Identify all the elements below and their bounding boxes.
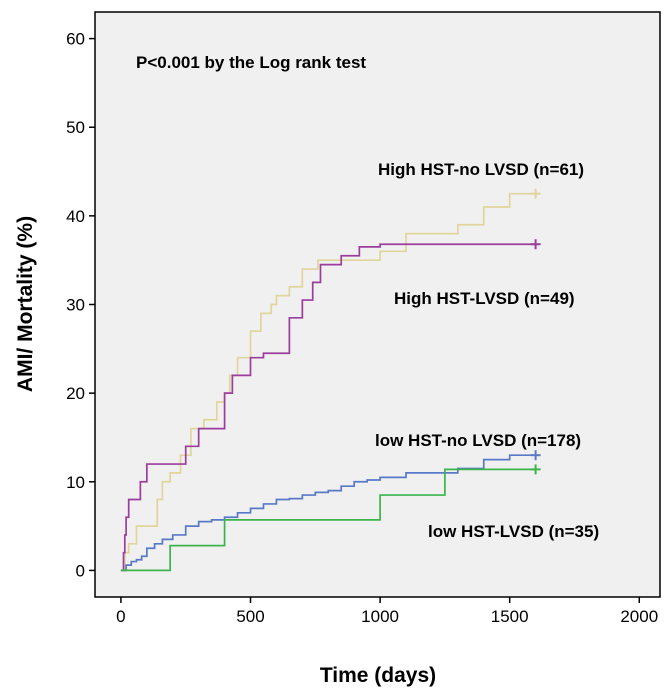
series-line-0 <box>120 192 536 572</box>
y-axis-title: AMI/ Mortality (%) <box>14 216 37 392</box>
x-axis-ticks: 0 500 1000 1500 2000 <box>116 597 658 626</box>
series-label-1: High HST-LVSD (n=49) <box>394 289 575 308</box>
series-label-2: low HST-no LVSD (n=178) <box>375 431 581 450</box>
x-tick-label: 1000 <box>361 607 399 626</box>
x-tick-label: 1500 <box>491 607 529 626</box>
y-tick-label: 0 <box>76 561 85 580</box>
series-layer <box>120 188 541 572</box>
y-tick-label: 40 <box>66 207 85 226</box>
censor-marker-2 <box>530 450 541 461</box>
y-tick-label: 30 <box>66 296 85 315</box>
x-axis-title: Time (days) <box>320 664 436 687</box>
annotation: P<0.001 by the Log rank test <box>136 53 366 72</box>
x-tick-label: 0 <box>116 607 125 626</box>
series-line-3 <box>120 468 536 572</box>
x-tick-label: 2000 <box>620 607 658 626</box>
series-label-3: low HST-LVSD (n=35) <box>428 522 599 541</box>
censor-marker-1 <box>530 239 541 250</box>
series-labels: High HST-no LVSD (n=61) High HST-LVSD (n=… <box>375 160 599 541</box>
y-tick-label: 60 <box>66 30 85 49</box>
y-tick-label: 20 <box>66 384 85 403</box>
series-line-1 <box>120 243 536 572</box>
plot-area <box>94 11 661 598</box>
censor-marker-0 <box>530 188 541 199</box>
y-tick-label: 10 <box>66 473 85 492</box>
series-label-0: High HST-no LVSD (n=61) <box>378 160 584 179</box>
censor-marker-3 <box>530 464 541 475</box>
x-tick-label: 500 <box>236 607 264 626</box>
series-line-2 <box>120 454 536 572</box>
y-tick-label: 50 <box>66 118 85 137</box>
y-axis-ticks: 0 10 20 30 40 50 60 <box>66 30 95 580</box>
